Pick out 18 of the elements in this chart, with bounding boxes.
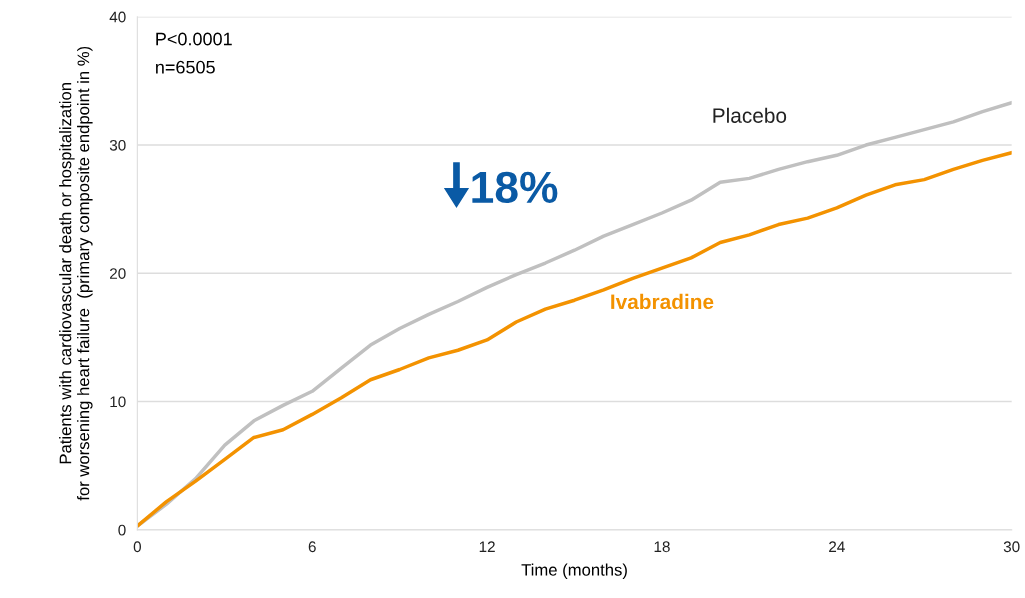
x-tick-label: 24: [829, 541, 845, 553]
x-tick-label: 30: [1003, 541, 1020, 553]
x-tick-label: 6: [308, 541, 316, 553]
y-tick-label: 0: [118, 524, 126, 536]
text: Placebo: [713, 107, 787, 123]
x-tick-label: 0: [133, 541, 141, 553]
annotation: P<0.0001: [156, 32, 232, 46]
y-tick-label: 20: [110, 268, 126, 279]
y-tick-label: 10: [110, 396, 126, 408]
y-tick-label: 30: [109, 139, 126, 151]
annotation: 18%: [472, 171, 558, 204]
annotation: n=6505: [156, 60, 215, 74]
x-tick-label: 18: [654, 541, 670, 553]
x-axis-title: Time (months): [521, 563, 627, 580]
x-tick-label: 12: [479, 541, 495, 553]
series-label: Ivabradine: [611, 293, 714, 310]
y-tick-label: 40: [109, 11, 126, 23]
y-axis-title: Patients with cardiovascular death or hospitalization for worsening heart failure (primary composite endpoint in %): [59, 46, 93, 501]
